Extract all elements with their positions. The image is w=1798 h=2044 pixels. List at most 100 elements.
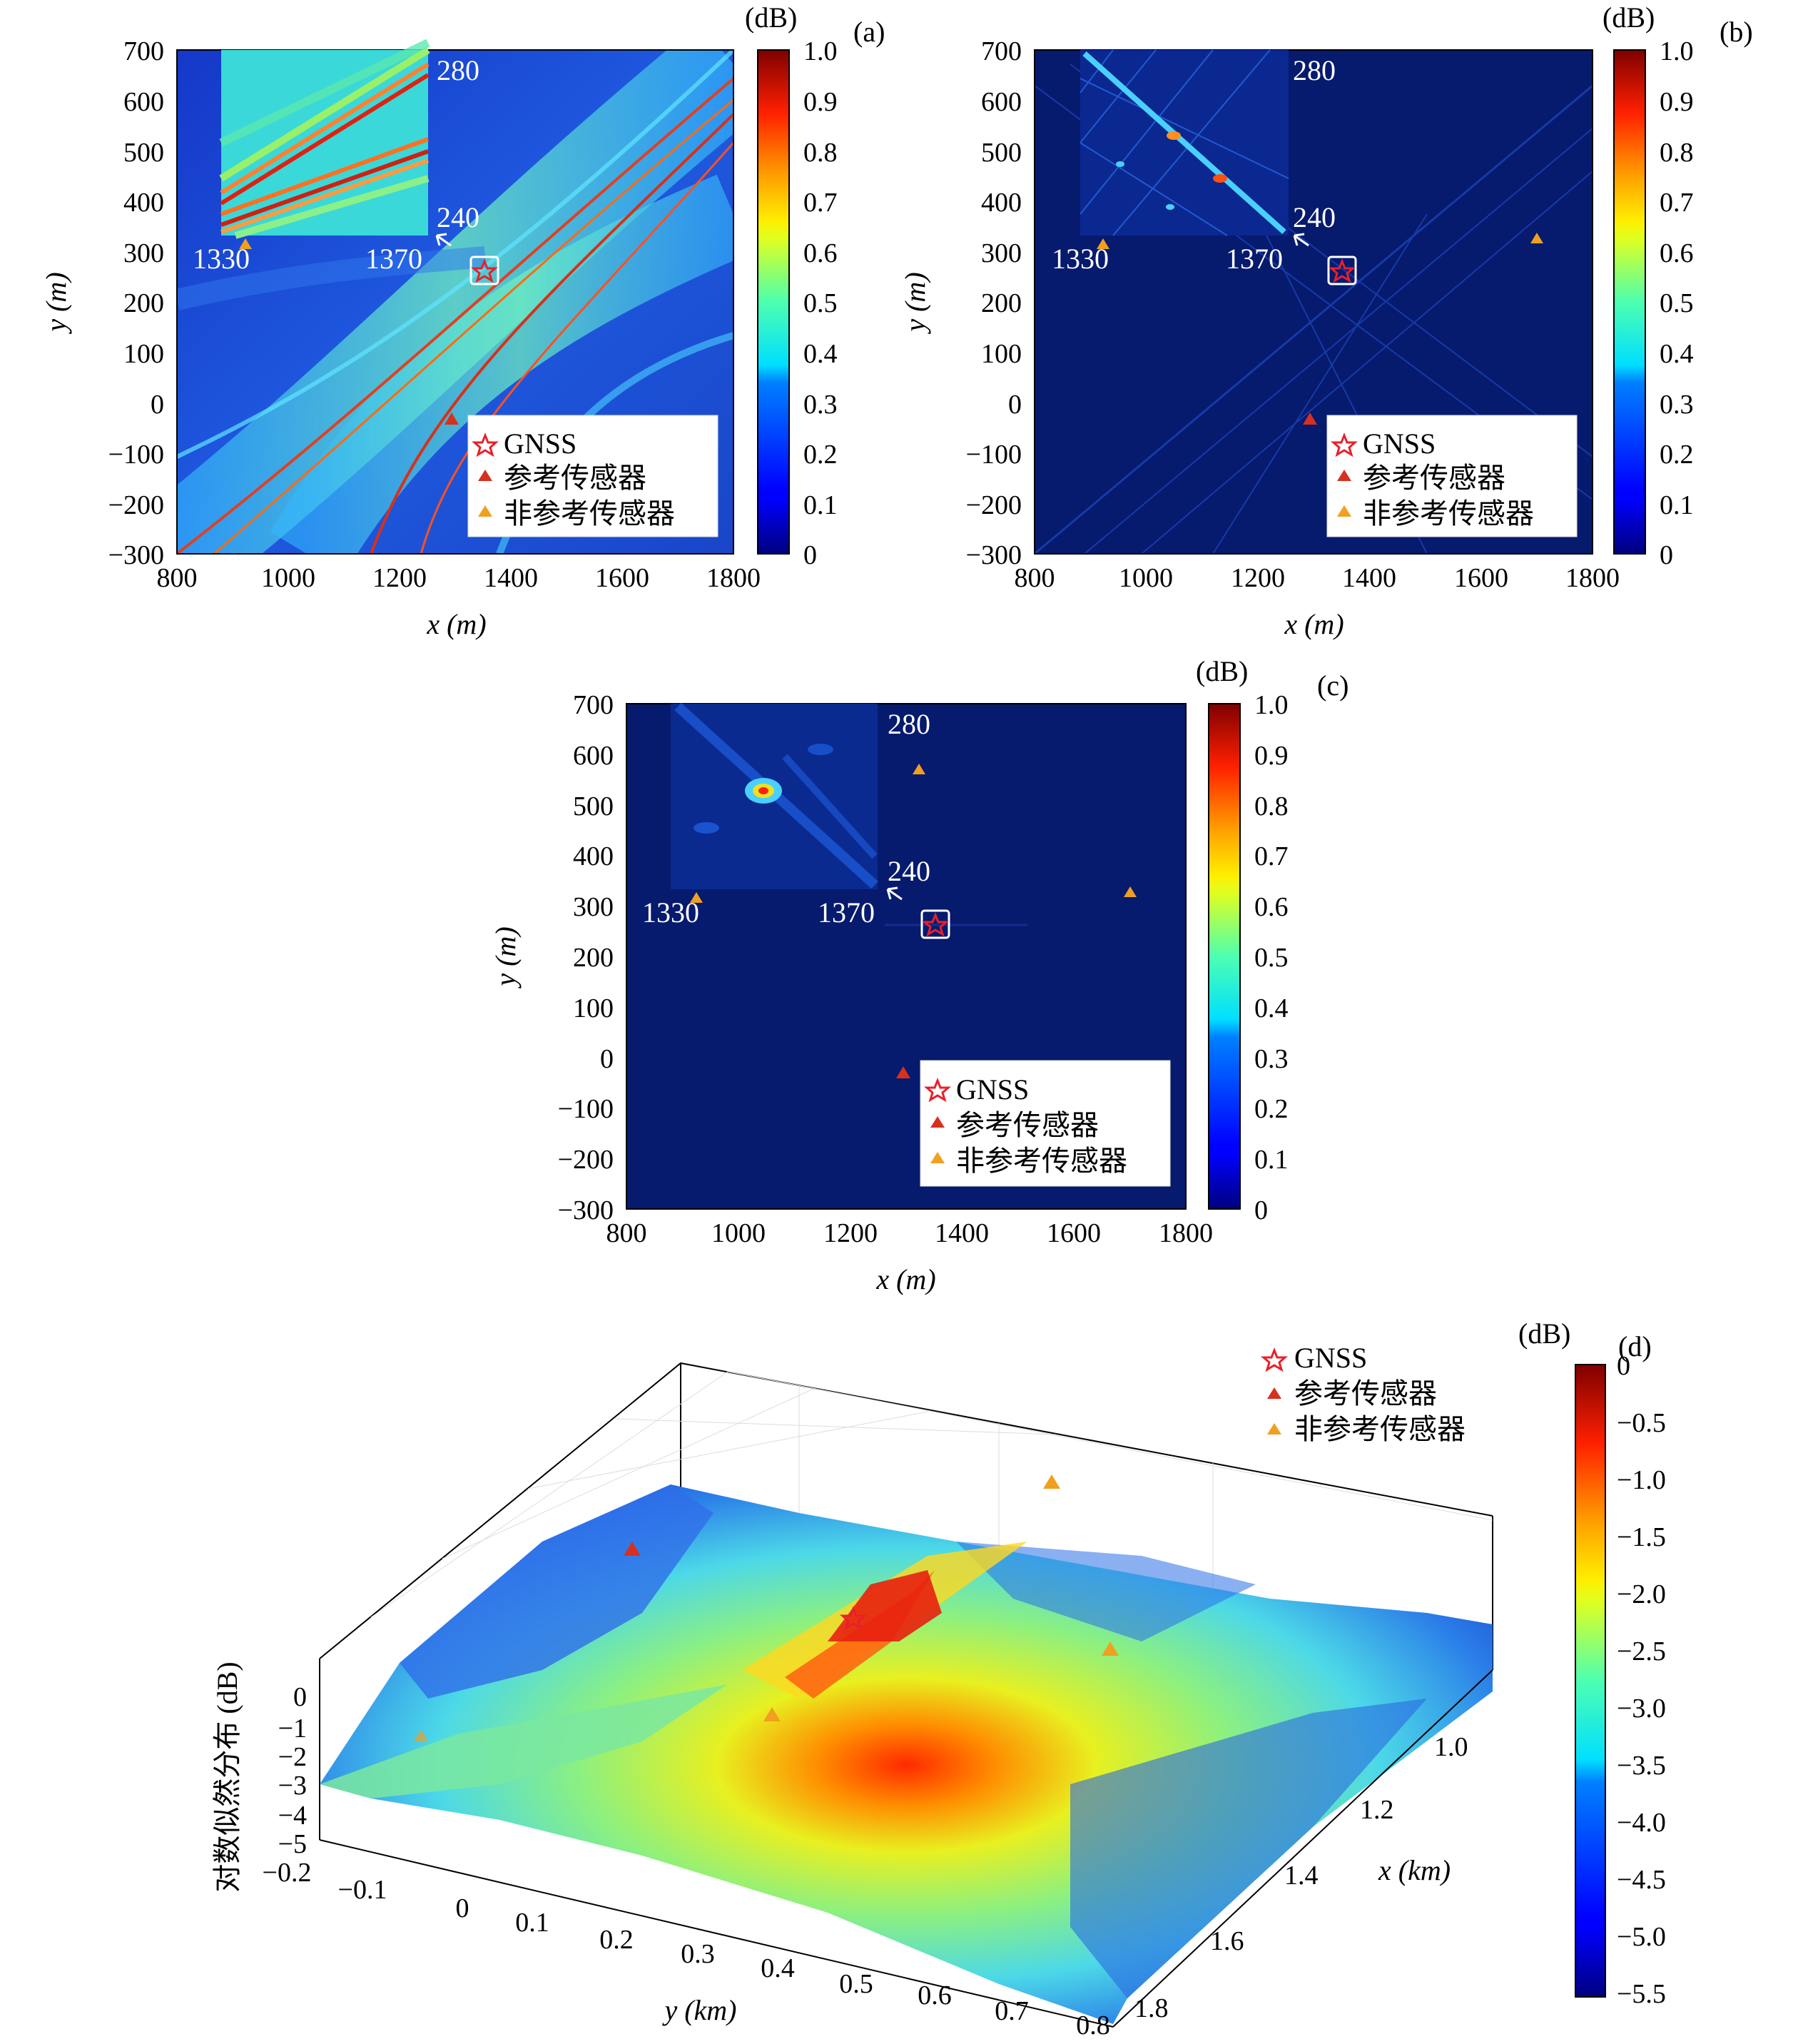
svg-text:0.3: 0.3 [1254,1044,1289,1074]
non-reference-sensor-c2 [913,764,925,774]
reference-sensor-d [624,1542,641,1556]
svg-text:−300: −300 [558,1195,614,1225]
svg-text:0.9: 0.9 [1254,741,1289,771]
svg-text:0.6: 0.6 [918,1980,952,2010]
svg-text:1000: 1000 [1119,563,1173,593]
svg-text:0.9: 0.9 [1660,87,1694,117]
svg-text:300: 300 [981,238,1022,268]
legend-b: GNSS 参考传感器 非参考传感器 [1326,415,1578,537]
inset-b-y-top: 280 [1293,54,1336,86]
inset-b: 280 240 1330 1370 [1052,49,1336,275]
svg-text:1.6: 1.6 [1210,1926,1244,1956]
surface-d [320,1484,1493,2024]
svg-text:1.0: 1.0 [803,36,838,66]
svg-text:−5.5: −5.5 [1617,1979,1666,2009]
svg-text:600: 600 [573,741,614,771]
colorbar-b-unit: (dB) [1603,1,1655,34]
svg-text:0.6: 0.6 [803,238,838,268]
inset-b-x-right: 1370 [1226,243,1283,275]
svg-text:0.8: 0.8 [1076,2010,1110,2040]
svg-text:−2.5: −2.5 [1617,1636,1666,1666]
colorbar-c-unit: (dB) [1196,655,1248,687]
svg-text:−100: −100 [966,440,1022,470]
panel-c: 280 240 1330 1370 GNSS 参考传感器 非参考传感器 700 … [489,655,1348,1295]
svg-text:0.1: 0.1 [1254,1145,1289,1175]
svg-text:−0.2: −0.2 [263,1858,312,1888]
svg-text:0.8: 0.8 [803,138,838,168]
svg-text:0: 0 [803,540,817,570]
yaxis-c: 700 600 500 400 300 200 100 0 −100 −200 … [558,690,614,1225]
svg-text:0.7: 0.7 [995,1996,1029,2026]
svg-text:0.2: 0.2 [1660,440,1694,470]
panel-b: 280 240 1330 1370 GNSS 参考传感器 非参考传感器 700 … [899,1,1753,640]
ylabel-c: y (m) [489,926,522,988]
svg-text:1600: 1600 [1454,563,1508,593]
svg-text:0.7: 0.7 [803,188,838,218]
gnss-marker-a [471,258,498,283]
yaxis-b: 700 600 500 400 300 200 100 0 −100 −200 … [966,36,1022,570]
yaxis-d: −0.2 −0.1 0 0.1 0.2 0.3 0.4 0.5 0.6 0.7 … [263,1858,1110,2040]
svg-text:500: 500 [573,791,614,821]
ylabel-b: y (m) [899,272,931,334]
ylabel-d: y (km) [661,1994,736,2026]
gnss-marker-d [840,1605,867,1631]
inset-c-x-right: 1370 [818,896,875,929]
legend-a: GNSS 参考传感器 非参考传感器 [467,415,718,537]
svg-text:100: 100 [573,993,614,1023]
focus-box-a [469,256,499,285]
gnss-marker-c [922,911,949,937]
svg-text:0: 0 [1008,390,1022,420]
legend-a-gnss: GNSS [504,427,577,460]
legend-c: GNSS 参考传感器 非参考传感器 [920,1060,1171,1187]
non-reference-sensor-b1 [1097,238,1109,249]
svg-text:1600: 1600 [595,563,649,593]
reference-sensor-c [896,1066,910,1078]
reference-sensor-b [1303,413,1317,425]
svg-text:0: 0 [1660,540,1673,570]
svg-text:0.6: 0.6 [1254,892,1289,922]
colorbar-a-ticks: 1.0 0.9 0.8 0.7 0.6 0.5 0.4 0.3 0.2 0.1 … [803,36,838,570]
non-reference-sensor-a1 [239,238,252,249]
svg-text:300: 300 [573,892,614,922]
svg-text:1.0: 1.0 [1660,36,1694,66]
svg-text:1.2: 1.2 [1360,1795,1394,1825]
svg-text:−100: −100 [558,1094,614,1124]
svg-text:−100: −100 [108,440,164,470]
xaxis-d: 1.0 1.2 1.4 1.6 1.8 [1134,1732,1468,2023]
inset-a-y-bottom: 240 [437,201,479,233]
colorbar-d-unit: (dB) [1518,1317,1570,1350]
xlabel-a: x (m) [426,608,486,640]
svg-text:−4: −4 [278,1801,307,1831]
svg-text:−300: −300 [108,540,164,570]
svg-text:0.9: 0.9 [803,87,838,117]
zlabel-d: 对数似然分布 (dB) [211,1661,243,1892]
svg-text:400: 400 [573,841,614,871]
non-reference-sensor-d1 [1043,1474,1060,1489]
reference-sensor-a [445,413,459,425]
svg-text:0.6: 0.6 [1660,238,1694,268]
colorbar-c [1208,703,1241,1210]
svg-text:0.4: 0.4 [1254,993,1289,1023]
svg-text:600: 600 [123,87,164,117]
panel-d: GNSS 参考传感器 非参考传感器 0 −1 −2 −3 −4 −5 对数似然分… [211,1317,1666,2040]
svg-text:0.5: 0.5 [1660,288,1694,318]
legend-c-gnss: GNSS [956,1073,1029,1106]
colorbar-a-unit: (dB) [745,1,797,34]
legend-d-gnss: GNSS [1294,1342,1367,1374]
svg-text:−0.5: −0.5 [1617,1408,1666,1438]
panel-a: 280 240 1330 1370 GNSS 参考传感器 非参考传感器 700 … [40,1,885,640]
svg-text:1.0: 1.0 [1254,690,1289,720]
svg-text:0.1: 0.1 [515,1908,549,1938]
xaxis-a: 800 1000 1200 1400 1600 1800 [157,563,761,593]
svg-text:0.5: 0.5 [803,288,838,318]
svg-text:0: 0 [600,1044,614,1074]
svg-text:1800: 1800 [706,563,761,593]
colorbar-d-ticks: 0 −0.5 −1.0 −1.5 −2.0 −2.5 −3.0 −3.5 −4.… [1617,1351,1666,2009]
non-reference-sensor-c3 [1124,886,1137,897]
inset-c-y-bottom: 240 [888,855,930,887]
svg-text:−1.5: −1.5 [1617,1522,1666,1552]
svg-text:0.7: 0.7 [1254,841,1289,871]
svg-text:0.3: 0.3 [681,1939,715,1969]
focus-box-b [1327,256,1357,285]
inset-c-x-left: 1330 [642,896,699,929]
